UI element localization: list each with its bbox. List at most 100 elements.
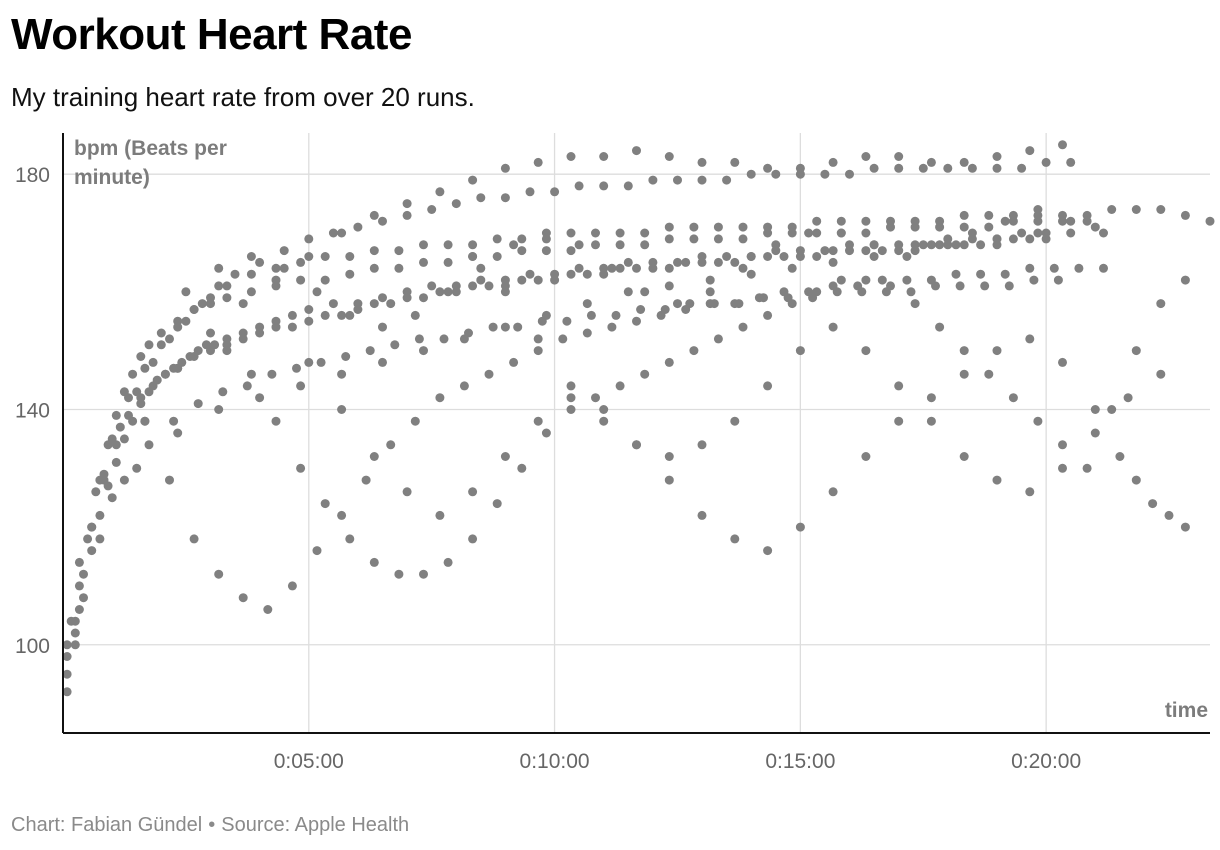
data-point bbox=[722, 175, 732, 185]
data-point bbox=[763, 163, 773, 173]
data-point bbox=[156, 340, 166, 350]
data-point bbox=[419, 240, 428, 250]
data-point bbox=[1041, 234, 1051, 244]
data-point bbox=[74, 605, 84, 614]
data-point bbox=[828, 246, 838, 256]
x-tick-label: 0:20:00 bbox=[1011, 750, 1081, 773]
data-point bbox=[828, 322, 838, 332]
data-point bbox=[435, 287, 445, 297]
data-point bbox=[62, 640, 72, 650]
data-point bbox=[787, 222, 797, 232]
data-point bbox=[304, 234, 314, 244]
data-point bbox=[550, 275, 560, 285]
data-point bbox=[697, 440, 707, 450]
data-point bbox=[443, 557, 453, 567]
data-point bbox=[615, 228, 625, 238]
data-point bbox=[140, 363, 150, 373]
data-point bbox=[337, 405, 347, 414]
data-point bbox=[345, 252, 355, 261]
data-point bbox=[476, 193, 486, 203]
data-point bbox=[255, 328, 265, 338]
data-point bbox=[74, 557, 84, 567]
data-point bbox=[62, 669, 72, 679]
data-point bbox=[140, 416, 150, 426]
data-point bbox=[1033, 228, 1043, 238]
data-point bbox=[1156, 205, 1166, 214]
data-point bbox=[500, 452, 510, 461]
data-point bbox=[271, 275, 281, 285]
data-point bbox=[566, 228, 576, 238]
data-point bbox=[1090, 222, 1100, 232]
data-point bbox=[935, 240, 945, 250]
data-point bbox=[279, 246, 289, 256]
y-tick-label: 100 bbox=[15, 635, 50, 658]
data-point bbox=[636, 305, 646, 314]
grid-lines bbox=[63, 133, 1210, 733]
x-tick-label: 0:05:00 bbox=[274, 750, 344, 773]
data-point bbox=[197, 299, 207, 309]
data-point bbox=[378, 357, 387, 367]
data-point bbox=[1025, 146, 1035, 156]
data-point bbox=[926, 275, 936, 285]
data-point bbox=[345, 534, 355, 544]
data-point bbox=[599, 152, 609, 161]
data-point bbox=[1000, 269, 1010, 279]
data-point bbox=[173, 363, 183, 373]
y-axis-label-line-2: minute) bbox=[74, 166, 150, 189]
data-point bbox=[894, 152, 904, 161]
data-point bbox=[246, 369, 256, 379]
data-point bbox=[951, 240, 961, 250]
data-point bbox=[214, 263, 224, 273]
data-point bbox=[468, 534, 478, 544]
data-point bbox=[402, 210, 412, 220]
data-point bbox=[976, 269, 986, 279]
data-point bbox=[533, 346, 543, 356]
data-point bbox=[132, 463, 142, 473]
data-point bbox=[1090, 405, 1100, 414]
data-point bbox=[992, 234, 1002, 244]
data-point bbox=[763, 252, 773, 261]
data-point bbox=[62, 652, 72, 661]
data-point bbox=[304, 316, 314, 326]
data-point bbox=[517, 463, 527, 473]
data-point bbox=[320, 252, 330, 261]
x-tick-labels: 0:05:00 0:10:00 0:15:00 0:20:00 bbox=[274, 750, 1081, 773]
data-point bbox=[1004, 281, 1014, 291]
data-point bbox=[369, 452, 379, 461]
data-point bbox=[566, 269, 576, 279]
data-point bbox=[959, 346, 969, 356]
data-point bbox=[517, 234, 527, 244]
data-point bbox=[664, 152, 674, 161]
data-point bbox=[230, 269, 240, 279]
data-point bbox=[664, 452, 674, 461]
data-point bbox=[165, 334, 174, 344]
data-point bbox=[615, 263, 625, 273]
data-point bbox=[697, 510, 707, 520]
data-point bbox=[918, 163, 928, 173]
data-point bbox=[943, 240, 953, 250]
data-point bbox=[468, 252, 478, 261]
data-point bbox=[533, 416, 543, 426]
data-point bbox=[623, 287, 633, 297]
data-point bbox=[861, 216, 871, 226]
data-point bbox=[468, 487, 478, 497]
data-point bbox=[1033, 205, 1043, 214]
data-point bbox=[1058, 357, 1067, 367]
data-point bbox=[99, 469, 109, 479]
data-point bbox=[804, 228, 814, 238]
data-point bbox=[468, 175, 478, 185]
data-point bbox=[222, 346, 232, 356]
data-point bbox=[730, 299, 740, 309]
data-point bbox=[173, 428, 183, 438]
data-point bbox=[386, 440, 396, 450]
data-point bbox=[984, 222, 994, 232]
data-point bbox=[181, 316, 191, 326]
data-point bbox=[124, 393, 133, 403]
data-point bbox=[980, 281, 990, 291]
data-point bbox=[345, 310, 355, 320]
data-point bbox=[386, 299, 396, 309]
data-point bbox=[640, 287, 650, 297]
data-point bbox=[828, 157, 838, 167]
data-point bbox=[509, 357, 519, 367]
data-point bbox=[599, 405, 609, 414]
